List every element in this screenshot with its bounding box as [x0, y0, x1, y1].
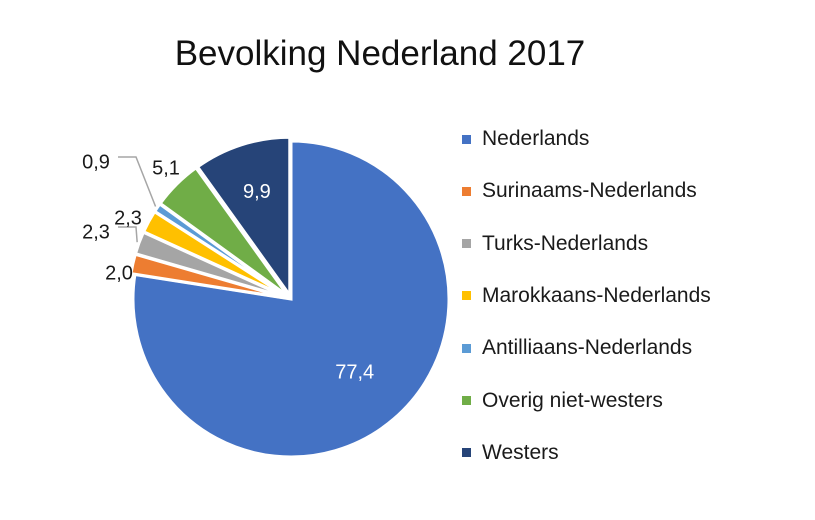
legend-swatch [462, 186, 471, 196]
legend-label: Overig niet-westers [482, 388, 663, 412]
legend-swatch [462, 448, 471, 458]
legend-swatch [462, 343, 471, 353]
data-label: 2,3 [114, 207, 142, 229]
leader-line [118, 226, 138, 243]
data-label: 0,9 [82, 151, 110, 173]
legend-swatch [462, 396, 471, 405]
legend-item: Marokkaans-Nederlands [462, 281, 711, 311]
legend-label: Surinaams-Nederlands [482, 179, 697, 203]
legend-item: Overig niet-westers [462, 386, 663, 416]
legend-label: Nederlands [482, 127, 590, 150]
data-label: 77,4 [335, 362, 374, 384]
legend-label: Turks-Nederlands [482, 231, 649, 255]
data-label: 9,9 [243, 181, 271, 203]
legend-label: Antilliaans-Nederlands [482, 336, 693, 360]
legend-item: Nederlands [462, 124, 589, 154]
legend-item: Turks-Nederlands [462, 229, 648, 259]
legend-item: Antilliaans-Nederlands [462, 333, 692, 363]
legend-item: Surinaams-Nederlands [462, 176, 697, 206]
legend-swatch [462, 239, 471, 249]
data-label: 2,0 [105, 262, 133, 284]
legend-swatch [462, 291, 471, 301]
legend-label: Marokkaans-Nederlands [482, 283, 711, 307]
legend-swatch [462, 134, 471, 144]
chart-title: Bevolking Nederland 2017 [174, 34, 586, 73]
pie-slice-overig-niet-westers [158, 165, 290, 298]
data-label: 5,1 [152, 157, 180, 179]
legend-item: Westers [462, 438, 559, 468]
leader-line [118, 156, 157, 207]
legend-label: Westers [482, 440, 559, 464]
pie-slice-westers [195, 135, 292, 300]
data-label: 2,3 [82, 221, 110, 243]
